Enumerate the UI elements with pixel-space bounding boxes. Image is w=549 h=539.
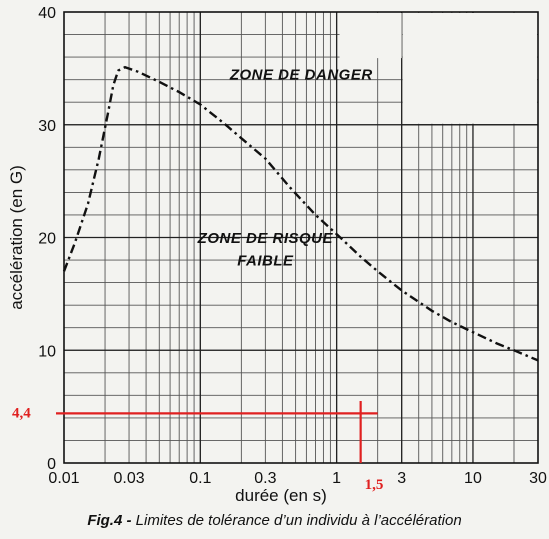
zone-label: ZONE DE DANGER: [229, 67, 373, 84]
y-tick-label: 40: [38, 5, 56, 22]
caption-prefix: Fig.4 -: [87, 512, 132, 529]
y-tick-label: 20: [38, 231, 56, 248]
figure-caption: Fig.4 - Limites de tolérance d’un indivi…: [0, 512, 549, 529]
reference-label-y: 4,4: [12, 405, 31, 421]
x-tick-label: 0.01: [48, 470, 79, 487]
zone-annotations: ZONE DE DANGER ZONE DE RISQUE FAIBLE: [197, 67, 373, 270]
y-tick-label: 30: [38, 118, 56, 135]
plot-frame: [63, 11, 539, 464]
grid-blank-area: [339, 13, 402, 59]
x-tick-label: 10: [464, 470, 482, 487]
x-axis-label: durée (en s): [235, 486, 327, 505]
caption-text: Limites de tolérance d’un individu à l’a…: [131, 512, 462, 529]
y-axis-label: accélération (en G): [7, 165, 26, 310]
zone-label: FAIBLE: [237, 253, 294, 270]
x-tick-label: 0.3: [254, 470, 276, 487]
x-tick-label: 0.1: [189, 470, 211, 487]
y-tick-label: 0: [47, 456, 56, 473]
y-tick-label: 10: [38, 343, 56, 360]
x-tick-label: 1: [332, 470, 341, 487]
series-line: [62, 65, 539, 362]
x-tick-label: 3: [397, 470, 406, 487]
reference-lines: 4,4 1,5: [12, 400, 384, 493]
x-axis-ticks: 0.01 0.03 0.1 0.3 1 3 10 30: [48, 470, 547, 487]
grid-blank-area: [402, 13, 537, 124]
y-axis-ticks: 0 10 20 30 40: [38, 5, 56, 473]
zone-label: ZONE DE RISQUE: [197, 230, 334, 247]
x-tick-label: 30: [529, 470, 547, 487]
x-tick-label: 0.03: [113, 470, 144, 487]
reference-label-x: 1,5: [365, 477, 384, 493]
